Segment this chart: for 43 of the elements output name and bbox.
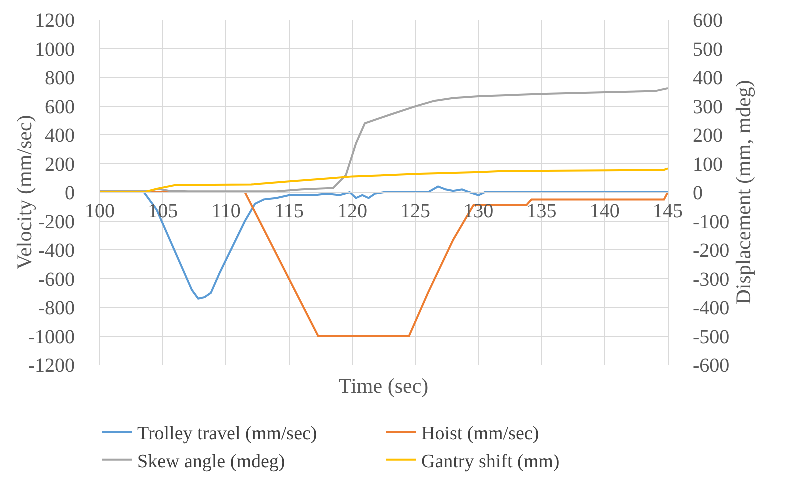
x-axis-title: Time (sec) bbox=[339, 374, 429, 398]
y2-tick-label: 300 bbox=[693, 96, 723, 118]
y-tick-label: -1000 bbox=[28, 326, 75, 348]
y-tick-label: -600 bbox=[38, 268, 75, 291]
y2-axis-title: Displacement (mm, mdeg) bbox=[732, 80, 756, 305]
y2-tick-label: 200 bbox=[693, 125, 723, 147]
y2-tick-label: 0 bbox=[693, 182, 703, 204]
x-tick-label: 120 bbox=[337, 200, 368, 222]
x-tick-label: 140 bbox=[590, 200, 620, 222]
y2-tick-label: -500 bbox=[693, 326, 730, 348]
y2-tick-label: -200 bbox=[693, 240, 730, 262]
y2-tick-label: -300 bbox=[693, 268, 730, 291]
legend-label: Hoist (mm/sec) bbox=[422, 424, 540, 445]
y-tick-label: 0 bbox=[65, 182, 75, 204]
y-tick-label: 200 bbox=[45, 154, 75, 176]
y2-tick-label: -400 bbox=[693, 298, 730, 320]
y-tick-label: -200 bbox=[38, 211, 75, 234]
y-tick-label: -800 bbox=[38, 298, 75, 320]
y-tick-label: 400 bbox=[45, 125, 75, 147]
y-tick-label: -1200 bbox=[28, 355, 75, 377]
y2-tick-label: 100 bbox=[693, 154, 723, 176]
y2-tick-label: -600 bbox=[693, 355, 730, 377]
y-tick-label: -400 bbox=[38, 240, 75, 262]
line-series bbox=[100, 168, 668, 194]
legend-label: Trolley travel (mm/sec) bbox=[138, 424, 318, 445]
y-tick-label: 1000 bbox=[35, 38, 75, 61]
x-tick-label: 125 bbox=[400, 200, 431, 222]
line-series bbox=[100, 87, 668, 193]
y2-tick-label: 600 bbox=[693, 10, 723, 32]
x-tick-label: 100 bbox=[85, 200, 115, 222]
legend-label: Gantry shift (mm) bbox=[422, 451, 560, 472]
y-tick-label: 1200 bbox=[35, 10, 75, 32]
x-tick-label: 110 bbox=[212, 200, 241, 222]
y2-tick-label: 500 bbox=[693, 38, 723, 61]
x-tick-label: 135 bbox=[526, 200, 557, 222]
y-tick-label: 800 bbox=[45, 68, 75, 90]
y-tick-label: 600 bbox=[45, 96, 75, 118]
y2-tick-label: 400 bbox=[693, 68, 723, 90]
x-tick-label: 115 bbox=[274, 200, 304, 222]
y2-tick-label: -100 bbox=[693, 211, 730, 234]
x-tick-label: 145 bbox=[653, 200, 683, 222]
legend-label: Skew angle (mdeg) bbox=[138, 451, 286, 472]
y-axis-title: Velocity (mm/sec) bbox=[12, 115, 36, 270]
